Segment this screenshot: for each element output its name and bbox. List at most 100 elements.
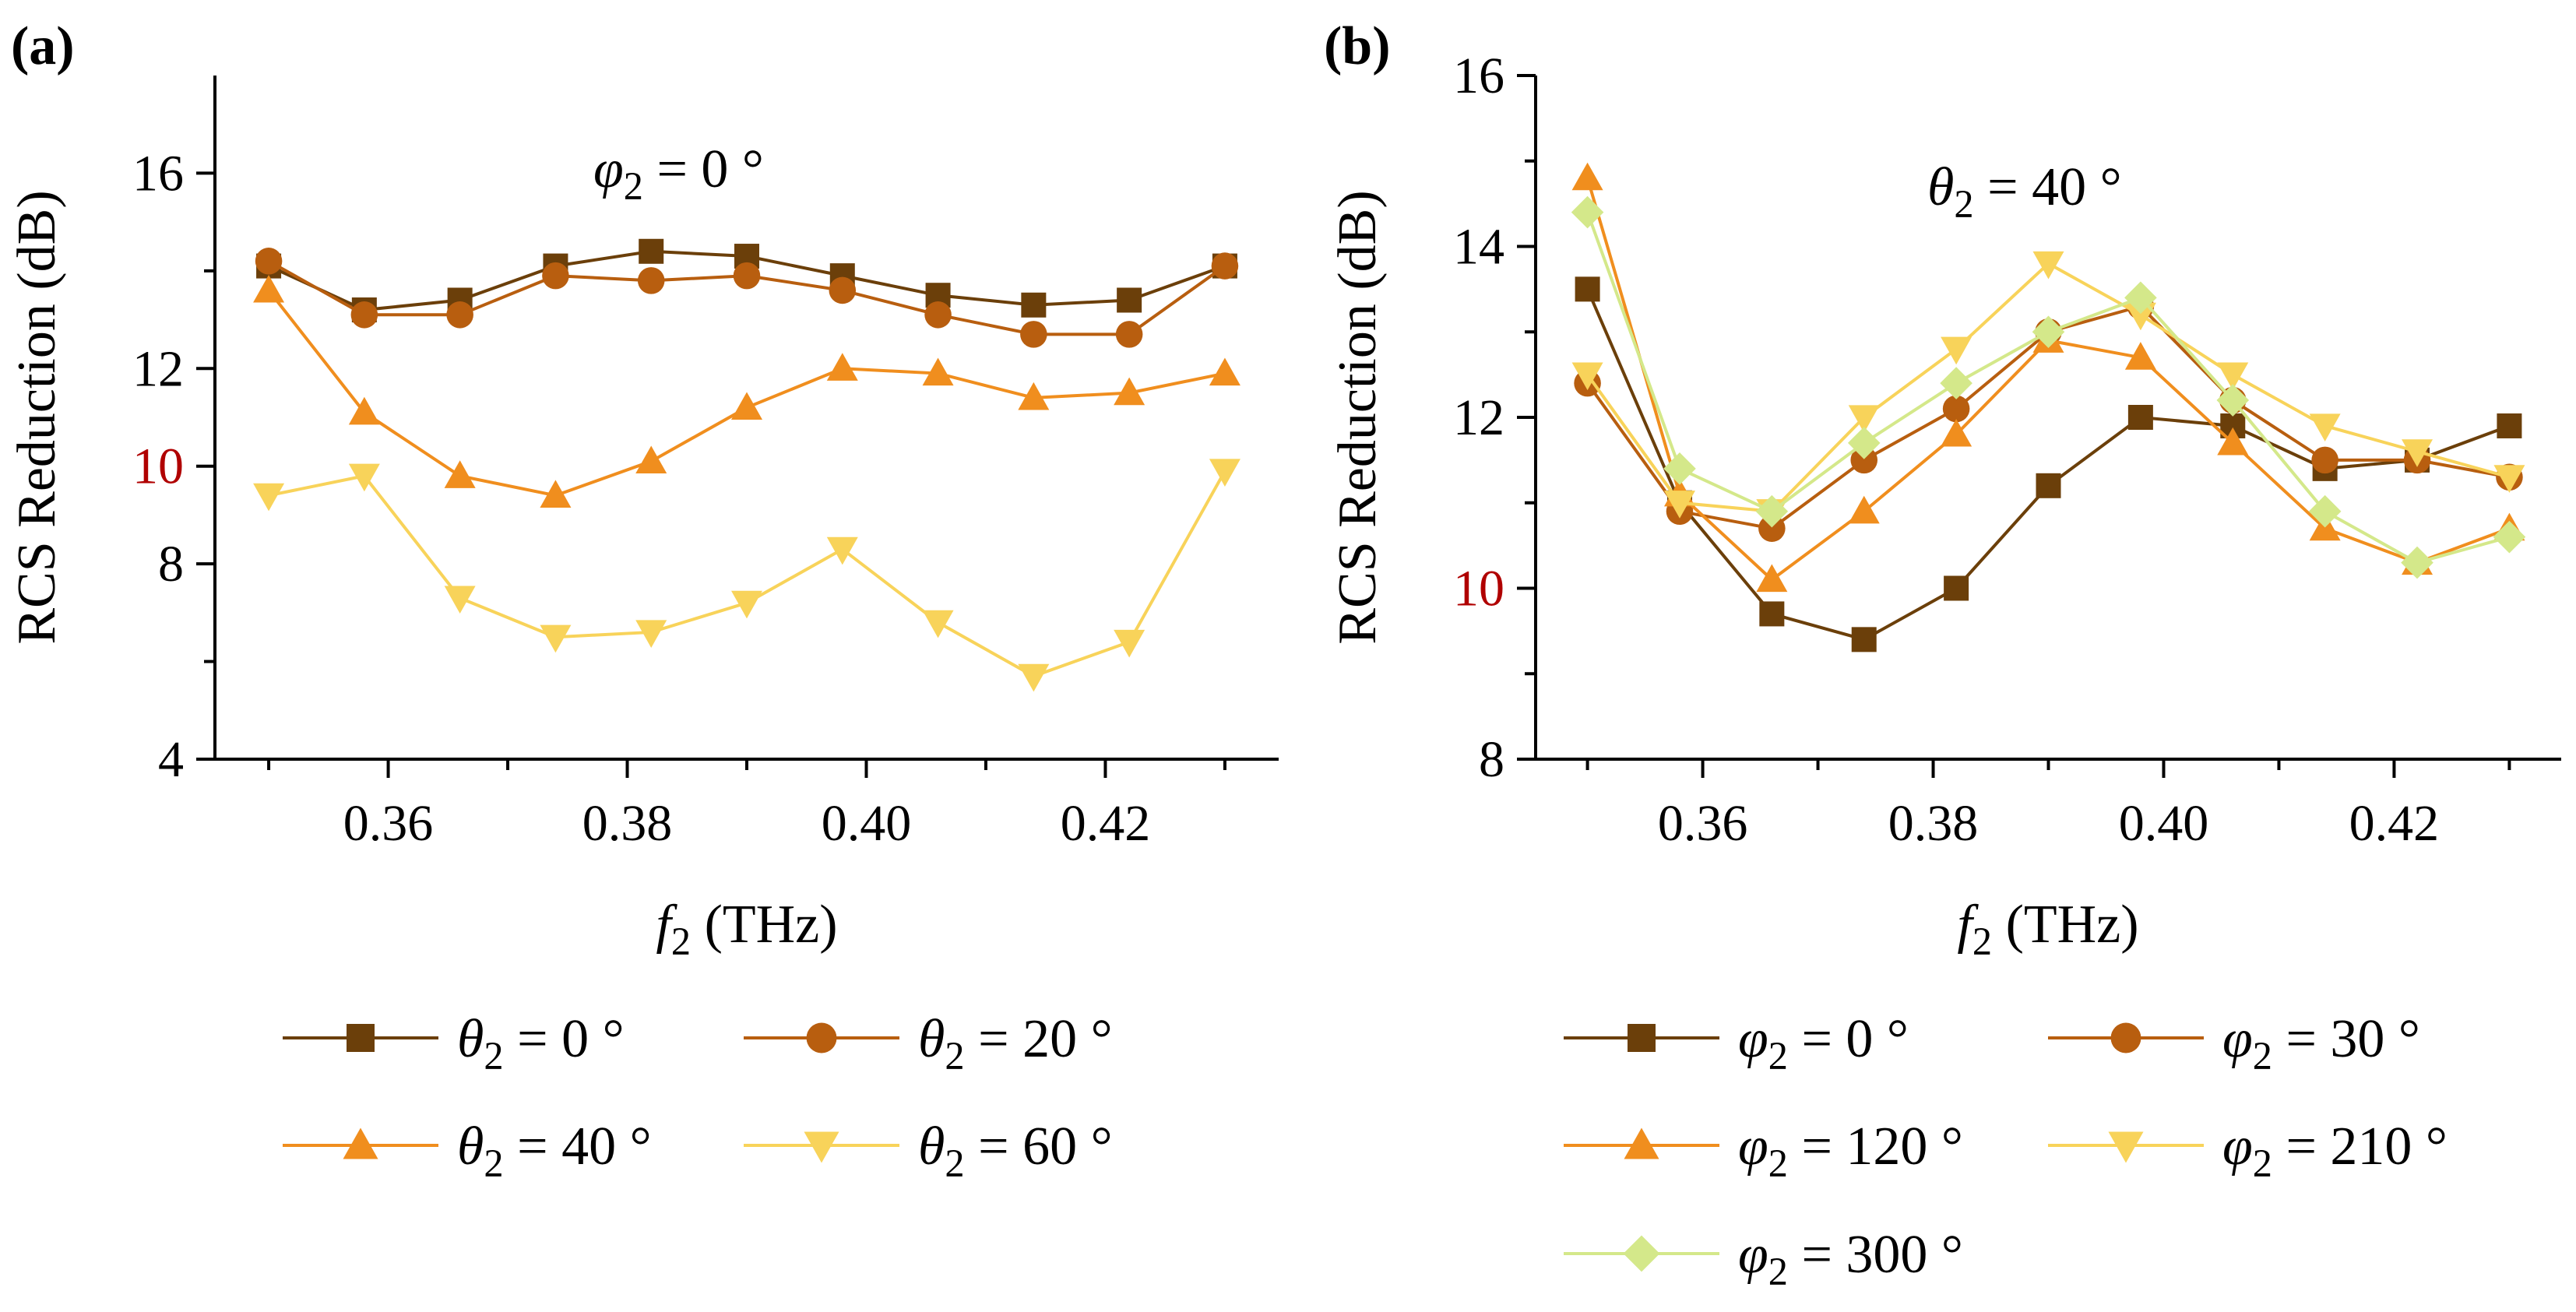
data-point: [1850, 446, 1878, 474]
data-point: [2217, 362, 2249, 391]
data-point: [542, 262, 569, 290]
data-point: [1115, 321, 1143, 348]
data-point: [1758, 515, 1786, 542]
legend-item: θ2 = 40 °: [283, 1117, 652, 1185]
data-point: [2032, 251, 2064, 280]
data-point: [1663, 452, 1696, 485]
legend-marker: [2108, 1131, 2144, 1163]
data-point: [348, 396, 380, 425]
legend-label-subscript: 2: [1768, 1141, 1788, 1185]
panel-a: (a) 4 8 10 12 16 0.36 0.38 0.40 0.42 RCS Reduction…: [7, 16, 1279, 1185]
data-point: [2127, 405, 2153, 430]
data-point: [1847, 427, 1881, 459]
data-point: [1211, 252, 1239, 280]
data-point: [1942, 395, 1970, 423]
panel-b: (b) 8 10 12 14 16 0.36 0.38 0.40 0.42 RCS Reductio…: [1324, 16, 2561, 1293]
data-point: [444, 460, 476, 488]
y-tick-label: 12: [1453, 389, 1504, 446]
data-point: [1755, 494, 1789, 528]
data-point: [922, 357, 954, 386]
legend-item: φ2 = 0 °: [1564, 1009, 1909, 1078]
plot-annotation-subscript: 2: [624, 164, 643, 208]
legend-marker: [1623, 1235, 1660, 1272]
data-point: [2124, 302, 2156, 331]
legend-label-symbol: φ: [1738, 1225, 1768, 1285]
data-point: [635, 445, 667, 474]
data-point: [2309, 413, 2341, 441]
legend-label: θ2 = 40 °: [457, 1117, 652, 1185]
x-axis-title: f2 (THz): [656, 895, 837, 963]
x-tick-label: 0.40: [2119, 795, 2209, 852]
data-point: [1941, 336, 1972, 365]
legend-label-symbol: θ: [918, 1009, 945, 1069]
data-point: [1848, 405, 1880, 433]
data-point: [2032, 315, 2065, 349]
data-point: [1756, 564, 1788, 593]
legend-marker: [2110, 1022, 2141, 1053]
data-point: [1663, 491, 1695, 519]
legend-label-subscript: 2: [484, 1034, 503, 1078]
legend-label-symbol: θ: [457, 1117, 484, 1177]
data-point: [731, 590, 762, 619]
legend-label-subscript: 2: [2253, 1141, 2272, 1185]
data-point: [1209, 357, 1240, 386]
legend-label-text: = 40 °: [504, 1117, 652, 1177]
series-1: [255, 248, 1239, 348]
data-point: [1944, 575, 1969, 601]
data-point: [1848, 495, 1880, 524]
x-tick-label: 0.38: [582, 795, 673, 852]
data-point: [1571, 162, 1603, 191]
data-point: [2493, 520, 2526, 554]
series-3: [1571, 251, 2525, 527]
x-tick-label: 0.36: [1658, 795, 1748, 852]
data-point: [922, 610, 954, 638]
legend-item: θ2 = 20 °: [744, 1009, 1113, 1078]
legend-item: φ2 = 300 °: [1564, 1225, 1963, 1293]
data-point: [540, 624, 572, 653]
plot-annotation-text: = 0 °: [643, 139, 764, 199]
x-tick-label: 0.42: [2349, 795, 2440, 852]
legend-label-subscript: 2: [2253, 1034, 2272, 1078]
series-2: [253, 274, 1240, 508]
legend-item: θ2 = 60 °: [744, 1117, 1113, 1185]
data-point: [2124, 281, 2157, 315]
panel-label: (b): [1324, 16, 1391, 76]
legend-marker: [1624, 1127, 1659, 1159]
data-point: [1117, 287, 1142, 313]
data-point: [540, 480, 572, 508]
data-point: [1020, 321, 1047, 348]
legend-label: φ2 = 30 °: [2222, 1009, 2420, 1078]
x-axis-title-subscript: 2: [671, 920, 691, 963]
legend-label-symbol: θ: [457, 1009, 484, 1069]
legend-label-text: = 0 °: [1788, 1009, 1909, 1069]
data-point: [635, 620, 667, 648]
y-tick-label: 8: [158, 536, 184, 593]
data-point: [829, 276, 857, 304]
data-point: [733, 262, 761, 290]
data-point: [2036, 473, 2061, 498]
data-point: [2124, 342, 2156, 370]
legend-label: θ2 = 60 °: [918, 1117, 1113, 1185]
plot-annotation-subscript: 2: [1954, 182, 1973, 226]
x-axis-title: f2 (THz): [1957, 895, 2138, 963]
legend-label: φ2 = 300 °: [1738, 1225, 1963, 1293]
legend-label: θ2 = 20 °: [918, 1009, 1113, 1078]
data-point: [2402, 439, 2433, 467]
y-axis-title: RCS Reduction (dB): [7, 190, 67, 644]
legend-marker: [347, 1024, 375, 1052]
x-axis-title-text: (THz): [691, 895, 838, 955]
legend-label-symbol: φ: [2222, 1009, 2253, 1069]
plot-annotation: φ2 = 0 °: [593, 139, 764, 208]
legend-marker: [804, 1131, 839, 1163]
data-point: [639, 238, 664, 264]
legend-label-symbol: θ: [918, 1117, 945, 1177]
legend-label-text: = 20 °: [965, 1009, 1113, 1069]
legend-label-subscript: 2: [1768, 1250, 1788, 1293]
data-point: [2311, 446, 2338, 474]
legend-label-text: = 0 °: [504, 1009, 625, 1069]
plot-annotation: θ2 = 40 °: [1927, 157, 2122, 226]
legend-label-text: = 60 °: [965, 1117, 1113, 1177]
legend-label-text: = 300 °: [1788, 1225, 1963, 1285]
data-point: [1571, 195, 1604, 229]
